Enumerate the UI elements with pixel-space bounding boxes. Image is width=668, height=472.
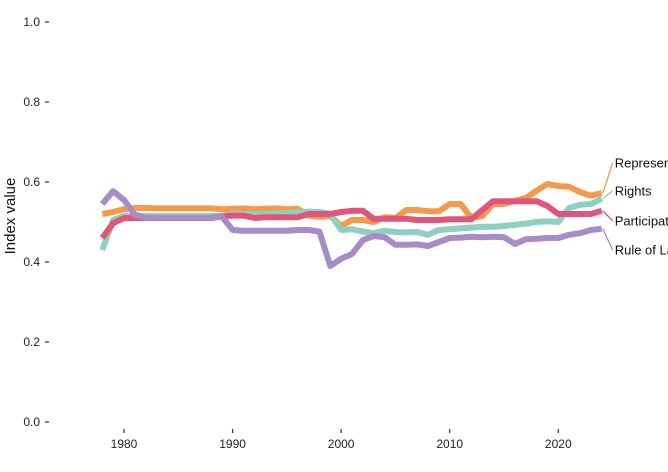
y-tick-label: 0.2 — [23, 335, 40, 349]
y-tick-label: 0.0 — [23, 415, 40, 429]
label-leader-rights — [602, 190, 614, 200]
series-label-rule-of-law: Rule of Law — [615, 243, 668, 258]
y-axis-title: Index value — [2, 178, 19, 255]
label-leader-rule-of-law — [602, 228, 614, 251]
x-tick-label: 2010 — [436, 437, 463, 451]
series-lines — [99, 181, 604, 269]
y-axis: 0.0 0.2 0.4 0.6 0.8 1.0 — [23, 15, 49, 429]
series-labels: Representation Rights Participation Rule of… — [602, 155, 668, 258]
x-tick-label: 2020 — [545, 437, 572, 451]
series-label-participation: Participation — [615, 213, 668, 228]
label-leader-participation — [602, 210, 614, 222]
label-leader-representation — [602, 162, 614, 194]
series-label-representation: Representation — [615, 155, 668, 170]
x-tick-label: 1980 — [111, 437, 138, 451]
x-tick-label: 1990 — [219, 437, 246, 451]
x-axis: 1980 1990 2000 2010 2020 — [111, 429, 572, 451]
series-line-rule-of-law — [100, 188, 603, 269]
x-tick-label: 2000 — [328, 437, 355, 451]
series-label-rights: Rights — [615, 183, 652, 198]
y-tick-label: 0.4 — [23, 255, 40, 269]
y-tick-label: 0.8 — [23, 95, 40, 109]
y-tick-label: 1.0 — [23, 15, 40, 29]
y-tick-label: 0.6 — [23, 175, 40, 189]
